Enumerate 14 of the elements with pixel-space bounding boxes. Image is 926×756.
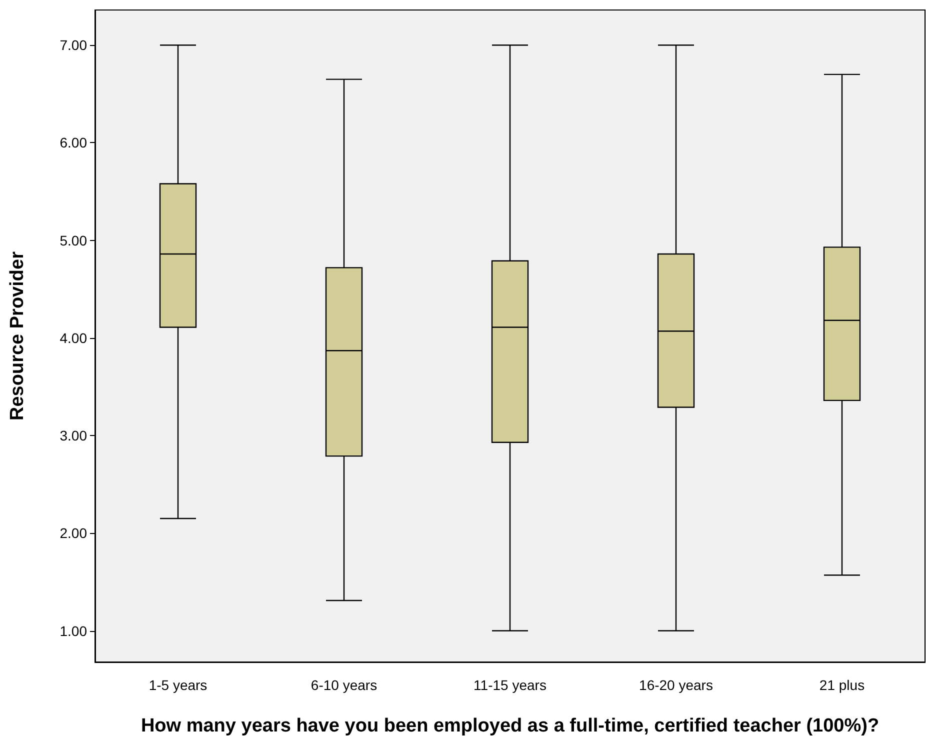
x-tick-label: 16-20 years bbox=[639, 677, 713, 693]
y-tick-label: 6.00 bbox=[60, 134, 88, 151]
y-tick-label: 7.00 bbox=[60, 37, 88, 54]
x-tick-label: 1-5 years bbox=[148, 677, 208, 693]
y-tick-label: 4.00 bbox=[60, 330, 88, 346]
y-tick-label: 1.00 bbox=[60, 622, 88, 639]
y-tick-label: 5.00 bbox=[60, 232, 88, 248]
x-tick-label: 6-10 years bbox=[310, 677, 378, 693]
y-axis-title: Resource Provider bbox=[7, 250, 28, 420]
x-axis-title: How many years have you been employed as a full-time, certified teacher (100%)? bbox=[140, 716, 880, 736]
x-tick-label: 11-15 years bbox=[474, 677, 546, 693]
y-tick-label: 3.00 bbox=[60, 428, 88, 444]
y-tick-label: 2.00 bbox=[60, 525, 88, 542]
x-tick-label: 21 plus bbox=[819, 677, 865, 693]
